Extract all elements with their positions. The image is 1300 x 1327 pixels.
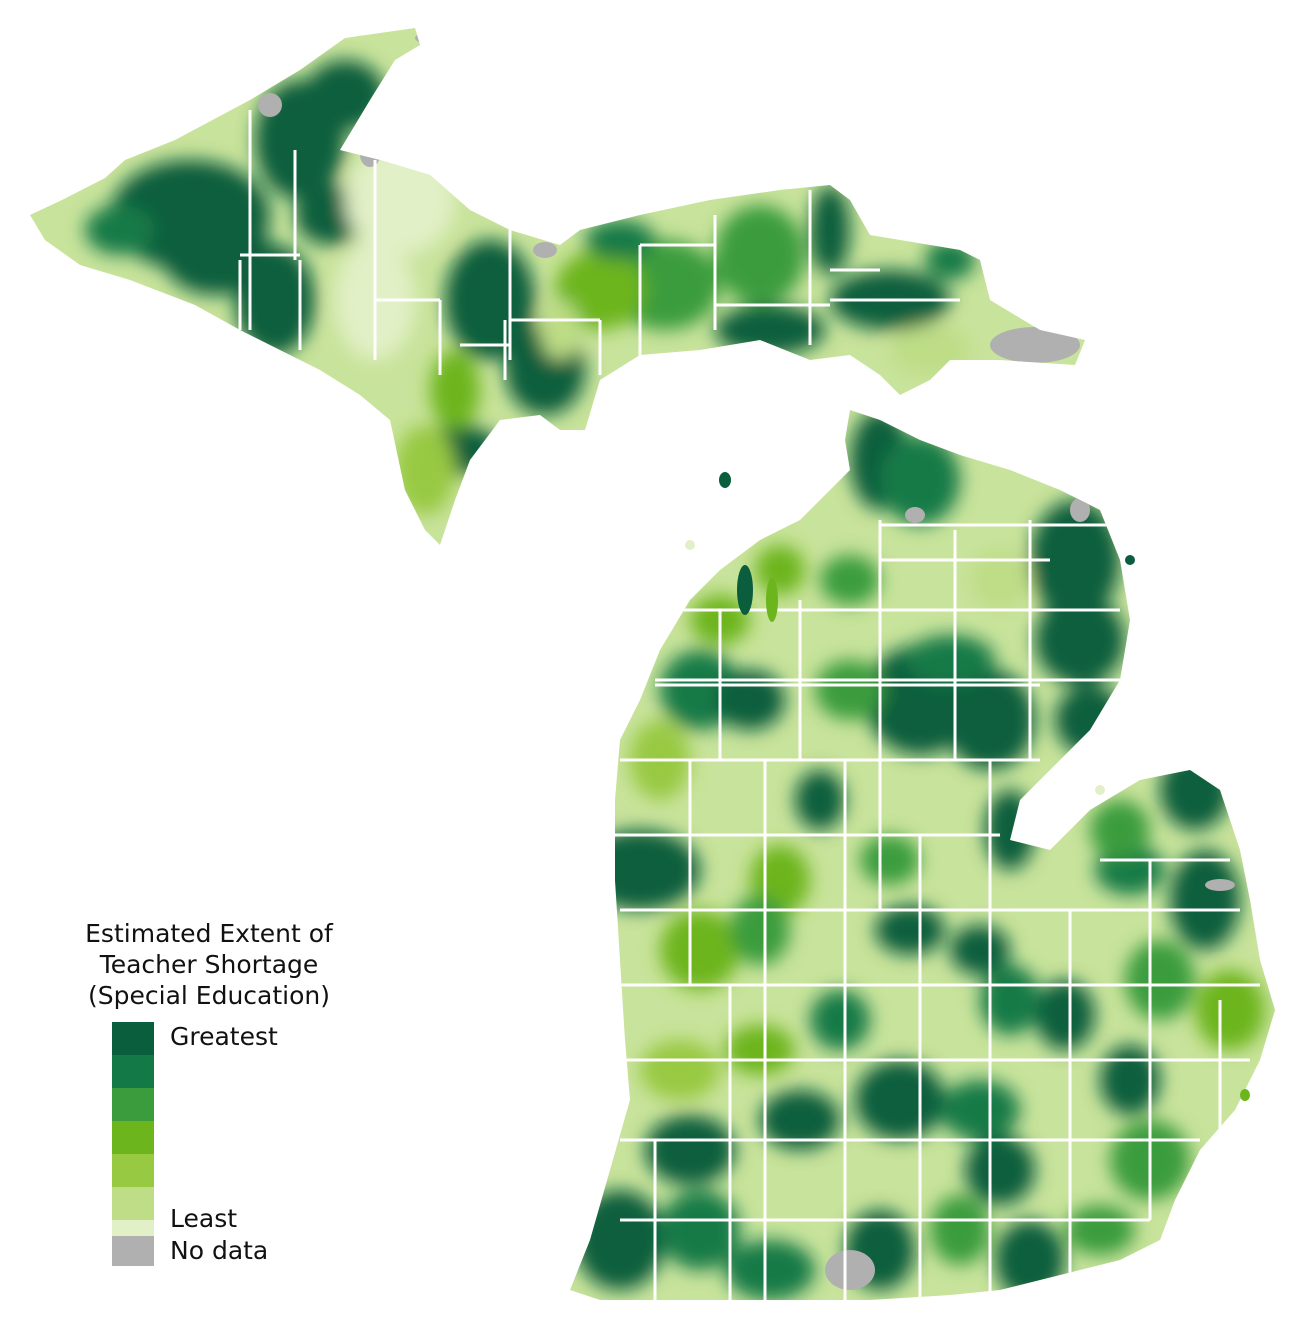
island	[737, 565, 753, 615]
shortage-area	[970, 550, 1030, 610]
legend-swatch-3	[112, 1088, 154, 1121]
legend-swatch-4	[112, 1121, 154, 1154]
legend-swatch-5	[112, 1154, 154, 1187]
shortage-area	[760, 1090, 840, 1150]
island	[766, 578, 778, 622]
no-data-area	[360, 143, 380, 167]
shortage-area	[855, 1060, 945, 1140]
no-data-area	[1205, 879, 1235, 891]
shortage-area	[540, 300, 580, 360]
shortage-area	[715, 305, 825, 355]
no-data-area	[258, 93, 282, 117]
no-data-area	[415, 32, 445, 44]
shortage-area	[995, 1220, 1065, 1300]
shortage-area	[1100, 1045, 1160, 1115]
legend-nodata-swatch	[112, 1236, 154, 1266]
shortage-area	[1055, 685, 1125, 755]
shortage-area	[1160, 750, 1230, 830]
shortage-area	[585, 220, 655, 260]
shortage-area	[965, 1135, 1035, 1205]
shortage-area	[930, 1195, 990, 1265]
legend-swatch-2	[112, 1055, 154, 1088]
shortage-area	[755, 545, 805, 595]
legend-title: Estimated Extent of Teacher Shortage (Sp…	[44, 918, 374, 1011]
shortage-area	[395, 425, 455, 515]
shortage-area	[715, 205, 805, 305]
shortage-area	[640, 1040, 720, 1100]
shortage-area	[810, 990, 870, 1050]
shortage-area	[950, 925, 1010, 975]
island	[685, 540, 695, 550]
no-data-area	[825, 1250, 875, 1290]
legend: Estimated Extent of Teacher Shortage (Sp…	[44, 918, 374, 1266]
shortage-area	[940, 1080, 1020, 1140]
legend-title-line-1: Estimated Extent of	[85, 919, 333, 948]
no-data-area	[905, 507, 925, 523]
shortage-area	[160, 205, 270, 295]
shortage-area	[1065, 1205, 1135, 1255]
island	[1125, 555, 1135, 565]
shortage-area	[660, 910, 740, 990]
shortage-area	[860, 835, 920, 885]
shortage-area	[890, 325, 970, 375]
shortage-area	[795, 770, 845, 830]
no-data-area	[920, 397, 950, 413]
shortage-area	[815, 660, 885, 720]
shortage-area	[1035, 595, 1125, 685]
no-data-area	[1070, 498, 1090, 522]
shortage-area	[905, 635, 995, 685]
legend-title-line-2: Teacher Shortage	[99, 950, 319, 979]
shortage-area	[85, 205, 155, 255]
shortage-area	[980, 965, 1040, 1035]
shortage-area	[985, 790, 1035, 870]
legend-title-line-3: (Special Education)	[88, 981, 330, 1010]
shortage-area	[580, 830, 700, 910]
legend-swatch-1	[112, 1022, 154, 1055]
shortage-area	[430, 350, 480, 430]
shortage-area	[1125, 940, 1195, 1020]
legend-label-greatest: Greatest	[170, 1022, 278, 1051]
islands	[685, 472, 1250, 1101]
no-data-area	[533, 242, 557, 258]
shortage-area	[1090, 800, 1150, 860]
legend-label-least: Least	[170, 1204, 238, 1233]
shortage-area	[725, 1025, 795, 1075]
shortage-area	[820, 555, 880, 605]
shortage-area	[875, 905, 945, 955]
legend-swatch-6	[112, 1187, 154, 1220]
shortage-area	[945, 670, 1035, 770]
shortage-area	[1035, 980, 1095, 1050]
shortage-area	[810, 185, 850, 275]
shortage-area	[345, 145, 455, 255]
shortage-area	[730, 895, 790, 965]
shortage-area	[925, 240, 975, 280]
shortage-area	[645, 1115, 735, 1185]
shortage-area	[445, 240, 535, 360]
shortage-area	[575, 1190, 665, 1290]
no-data-area	[990, 327, 1080, 363]
shortage-area	[305, 60, 385, 130]
legend-label-nodata: No data	[170, 1236, 269, 1265]
shortage-area	[660, 1190, 740, 1270]
shortage-area	[1195, 970, 1265, 1050]
legend-color-scale	[112, 1022, 154, 1253]
island	[1240, 1089, 1250, 1101]
shortage-area	[555, 250, 645, 330]
county-borders	[238, 110, 1260, 1300]
shortage-area	[725, 1240, 815, 1300]
shortage-area	[1170, 850, 1240, 950]
shortage-area	[1030, 500, 1120, 620]
island	[719, 472, 731, 488]
shortage-area	[880, 435, 960, 525]
island	[1095, 785, 1105, 795]
